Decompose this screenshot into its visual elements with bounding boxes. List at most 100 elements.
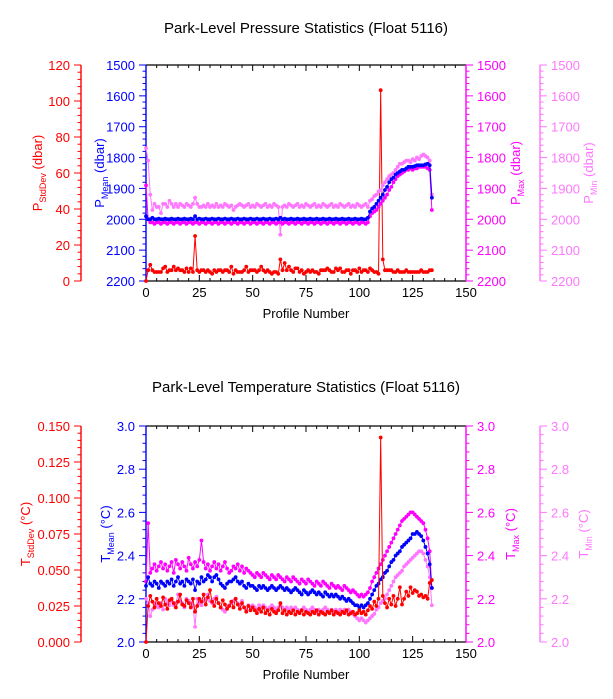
pressure-std-y-tick-label: 40 xyxy=(56,202,70,217)
temperature-std-point xyxy=(425,596,430,601)
pressure-min-point xyxy=(152,201,157,206)
temperature-max-point xyxy=(161,566,165,571)
temperature-std-y-axis-label: TStdDev (°C) xyxy=(18,502,36,566)
pressure-min-point xyxy=(385,177,389,182)
temperature-std-point xyxy=(282,608,287,613)
pressure-min-point xyxy=(220,205,225,209)
temperature-mean-point xyxy=(208,575,212,580)
pressure-min-point xyxy=(144,146,148,151)
temperature-min-y-tick-label: 3.0 xyxy=(551,419,569,434)
pressure-min-point xyxy=(150,208,155,212)
temperature-mean-point xyxy=(169,577,174,582)
temperature-std-point xyxy=(327,611,332,616)
temperature-mean-point xyxy=(368,596,372,601)
pressure-min-y-tick-label: 1900 xyxy=(551,181,580,196)
temperature-max-point xyxy=(242,570,247,575)
temperature-max-y-tick-label: 2.0 xyxy=(477,635,495,650)
temperature-chart: Park-Level Temperature Statistics (Float… xyxy=(18,379,594,682)
temperature-max-point xyxy=(146,521,151,526)
temperature-std-point xyxy=(259,609,264,614)
temperature-max-point xyxy=(218,568,223,573)
temperature-mean-point xyxy=(156,586,161,590)
temperature-mean-line xyxy=(145,531,433,609)
temperature-std-point xyxy=(378,435,383,440)
pressure-std-point xyxy=(282,261,287,265)
pressure-min-point xyxy=(156,205,161,209)
temperature-max-point xyxy=(259,575,264,580)
temperature-std-point xyxy=(351,609,355,614)
temperature-std-point xyxy=(235,602,240,607)
pressure-min-y-axis-label: PMin (dbar) xyxy=(581,142,599,203)
pressure-std-point xyxy=(348,271,353,276)
temperature-max-y-tick-label: 2.6 xyxy=(477,505,495,520)
temperature-mean-point xyxy=(427,562,432,567)
pressure-min-point xyxy=(229,203,234,208)
temperature-std-point xyxy=(144,640,148,644)
temperature-max-y-axis-label: TMax (°C) xyxy=(503,508,521,560)
temperature-min-point xyxy=(193,624,197,629)
temperature-std-point xyxy=(193,609,197,614)
temperature-max-point xyxy=(327,586,332,590)
temperature-max-y-tick-label: 2.2 xyxy=(477,592,495,607)
pressure-mean-y-tick-label: 2100 xyxy=(106,243,135,258)
temperature-max-point xyxy=(378,562,383,567)
temperature-std-point xyxy=(255,611,259,616)
temperature-std-point xyxy=(329,608,334,613)
pressure-max-point xyxy=(144,183,148,188)
temperature-std-point xyxy=(395,596,400,601)
temperature-max-point xyxy=(208,568,212,573)
pressure-min-point xyxy=(301,205,306,209)
temperature-std-point xyxy=(429,578,434,582)
pressure-std-point xyxy=(186,270,191,274)
temperature-x-axis-label: Profile Number xyxy=(263,667,350,682)
temperature-mean-point xyxy=(223,586,227,590)
pressure-max-point xyxy=(378,201,383,206)
pressure-max-y-tick-label: 2000 xyxy=(477,212,506,227)
temperature-std-point xyxy=(276,608,281,613)
temperature-std-point xyxy=(208,588,212,593)
pressure-std-point xyxy=(182,270,187,274)
pressure-mean-y-tick-label: 2000 xyxy=(106,212,135,227)
temperature-min-y-tick-label: 2.2 xyxy=(551,592,569,607)
pressure-max-point xyxy=(389,184,394,189)
pressure-max-y-tick-label: 2100 xyxy=(477,243,506,258)
temperature-max-point xyxy=(186,555,191,560)
pressure-mean-point xyxy=(376,198,381,203)
temperature-std-point xyxy=(188,605,193,610)
pressure-min-point xyxy=(193,195,197,200)
temperature-std-point xyxy=(244,609,249,614)
pressure-min-point xyxy=(353,205,357,209)
temperature-max-point xyxy=(365,590,370,595)
pressure-mean-point xyxy=(191,217,195,222)
pressure-max-point xyxy=(374,208,379,212)
temperature-std-point xyxy=(252,608,257,613)
pressure-min-point xyxy=(383,180,387,185)
temperature-min-point xyxy=(148,614,153,618)
temperature-std-point xyxy=(406,594,411,598)
temperature-max-point xyxy=(171,570,176,575)
pressure-x-tick-label: 100 xyxy=(348,285,370,300)
pressure-std-point xyxy=(355,270,360,274)
pressure-min-point xyxy=(417,157,421,162)
pressure-std-point xyxy=(227,270,232,274)
temperature-min-point xyxy=(387,588,392,593)
temperature-std-point xyxy=(156,601,161,606)
pressure-x-tick-label: 150 xyxy=(455,285,477,300)
temperature-max-point xyxy=(391,536,396,541)
temperature-std-point xyxy=(229,599,234,604)
temperature-max-point xyxy=(199,538,204,543)
temperature-max-point xyxy=(289,579,293,584)
temperature-std-point xyxy=(370,606,375,611)
pressure-std-point xyxy=(276,271,281,276)
temperature-max-point xyxy=(397,523,402,528)
pressure-std-point xyxy=(284,268,289,273)
temperature-min-y-tick-label: 2.6 xyxy=(551,505,569,520)
temperature-std-point xyxy=(385,605,389,610)
temperature-mean-point xyxy=(210,579,215,584)
temperature-std-point xyxy=(148,594,153,598)
temperature-max-point xyxy=(197,558,202,562)
temperature-min-point xyxy=(372,612,377,616)
temperature-std-y-tick-label: 0.075 xyxy=(37,527,70,542)
pressure-min-point xyxy=(214,201,219,206)
temperature-mean-point xyxy=(150,583,155,588)
